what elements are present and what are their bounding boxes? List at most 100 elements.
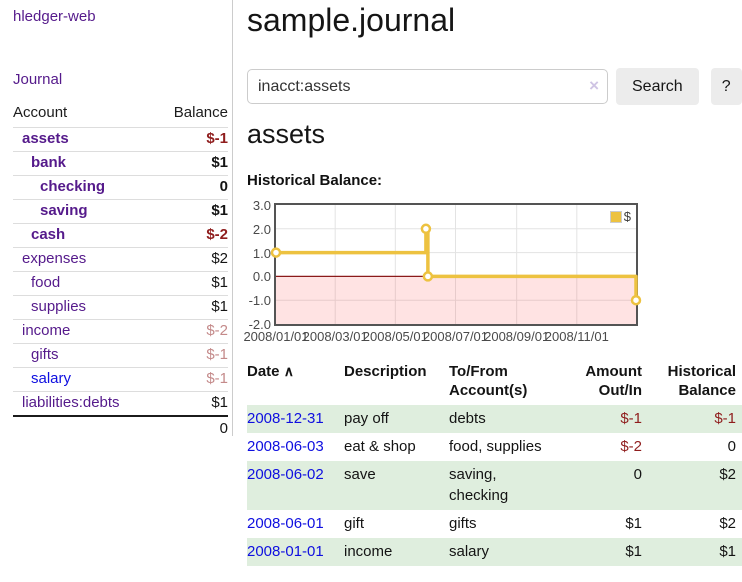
table-row[interactable]: 2008-06-02 save saving, checking 0 $2 [247, 461, 742, 510]
help-button[interactable]: ? [710, 68, 742, 105]
sort-ascending-icon: ∧ [283, 363, 294, 379]
column-header-amount: Amount Out/In [585, 363, 642, 399]
date-header-label: Date [247, 363, 280, 380]
search-input[interactable] [247, 69, 608, 104]
account-balance: $-2 [206, 226, 228, 243]
y-axis-tick-label: 3.0 [252, 198, 271, 213]
account-row-expenses: expenses $2 [13, 247, 228, 271]
table-row[interactable]: 2008-01-01 income salary $1 $1 [247, 538, 742, 566]
account-balance: $-1 [206, 370, 228, 387]
chart-y-labels: 3.0 2.0 1.0 0.0 -1.0 -2.0 [244, 198, 271, 332]
x-axis-tick-label: 2008/01/01 [243, 329, 309, 344]
transaction-balance: $-1 [714, 410, 736, 427]
transaction-date-link[interactable]: 2008-01-01 [247, 543, 324, 560]
y-axis-tick-label: 1.0 [252, 245, 271, 261]
x-axis-tick-label: 2008/11/01 [544, 329, 609, 344]
account-balance: $2 [211, 250, 228, 267]
account-link[interactable]: food [31, 274, 61, 291]
search-button[interactable]: Search [616, 68, 699, 105]
account-link[interactable]: expenses [22, 250, 87, 267]
transaction-accounts: debts [449, 410, 486, 427]
account-link[interactable]: gifts [31, 346, 59, 363]
column-header-description: Description [344, 363, 427, 380]
account-link[interactable]: income [22, 322, 71, 339]
transaction-description: save [344, 466, 376, 483]
transaction-amount: $1 [625, 543, 642, 560]
accounts-table-header: Account Balance [13, 101, 228, 127]
account-row-salary: salary $-1 [13, 367, 228, 391]
historical-balance-chart: 3.0 2.0 1.0 0.0 -1.0 -2.0 $ 2008/01/01 2008/03… [243, 198, 742, 346]
x-axis-tick-label: 2008/03/01 [302, 329, 368, 344]
transaction-accounts: gifts [449, 515, 477, 532]
chart-title: Historical Balance: [247, 172, 383, 189]
transaction-amount: $-1 [620, 410, 642, 427]
clear-search-icon[interactable]: × [589, 76, 599, 95]
transaction-description: income [344, 543, 393, 560]
transaction-date-link[interactable]: 2008-12-31 [247, 410, 324, 427]
transaction-amount: 0 [633, 466, 642, 483]
account-column-header: Account [13, 104, 68, 121]
register-table: Date ∧ Description To/From Account(s) Am… [247, 360, 742, 566]
transaction-balance: 0 [727, 438, 736, 455]
y-axis-tick-label: 2.0 [252, 221, 271, 237]
account-link[interactable]: supplies [31, 298, 87, 315]
transaction-description: pay off [344, 410, 389, 427]
transaction-date-link[interactable]: 2008-06-02 [247, 466, 324, 483]
account-link[interactable]: liabilities:debts [22, 394, 120, 411]
account-link[interactable]: cash [31, 226, 66, 243]
x-axis-tick-label: 2008/09/01 [484, 329, 550, 344]
transaction-date-link[interactable]: 2008-06-03 [247, 438, 324, 455]
account-row-supplies: supplies $1 [13, 295, 228, 319]
legend-label: $ [623, 209, 631, 224]
account-link[interactable]: checking [40, 178, 106, 195]
table-row[interactable]: 2008-12-31 pay off debts $-1 $-1 [247, 405, 742, 433]
account-balance: $-1 [206, 346, 228, 363]
app-title-link[interactable]: hledger-web [13, 8, 96, 25]
account-balance: $1 [211, 274, 228, 291]
sidebar-item-journal[interactable]: Journal [13, 71, 63, 88]
account-balance: $1 [211, 394, 228, 411]
main-content: sample.journal × Search ? assets Histori… [243, 0, 742, 582]
account-balance: 0 [219, 178, 228, 195]
transaction-date-link[interactable]: 2008-06-01 [247, 515, 324, 532]
account-row-income: income $-2 [13, 319, 228, 343]
account-link[interactable]: assets [22, 130, 69, 147]
account-balance: $1 [211, 154, 228, 171]
account-balance: $1 [211, 202, 228, 219]
account-row-cash: cash $-2 [13, 223, 228, 247]
search-form: × Search ? [247, 68, 742, 105]
account-link[interactable]: bank [31, 154, 67, 171]
balance-column-header: Balance [173, 104, 228, 121]
search-input-wrapper: × [247, 69, 608, 104]
transaction-accounts: saving, checking [449, 466, 509, 504]
chart-plot-area[interactable]: $ [270, 203, 642, 326]
account-row-bank: bank $1 [13, 151, 228, 175]
transaction-amount: $-2 [620, 438, 642, 455]
accounts-total: 0 [13, 415, 228, 440]
account-link[interactable]: salary [31, 370, 72, 387]
table-row[interactable]: 2008-06-03 eat & shop food, supplies $-2… [247, 433, 742, 461]
chart-legend: $ [608, 208, 632, 225]
y-axis-tick-label: -1.0 [248, 293, 271, 309]
account-row-saving: saving $1 [13, 199, 228, 223]
account-link[interactable]: saving [40, 202, 88, 219]
column-header-accounts: To/From Account(s) [449, 363, 528, 399]
sidebar: hledger-web Journal Account Balance asse… [0, 0, 233, 437]
transaction-amount: $1 [625, 515, 642, 532]
column-header-date[interactable]: Date ∧ [247, 360, 344, 405]
account-row-food: food $1 [13, 271, 228, 295]
register-header-row: Date ∧ Description To/From Account(s) Am… [247, 360, 742, 405]
y-axis-tick-label: -2.0 [248, 317, 271, 332]
account-heading: assets [247, 119, 326, 149]
sidebar-accounts-table: Account Balance assets $-1 bank $1 check… [13, 101, 228, 440]
transaction-accounts: salary [449, 543, 490, 560]
account-row-checking: checking 0 [13, 175, 228, 199]
transaction-accounts: food, supplies [449, 438, 542, 455]
account-balance: $1 [211, 298, 228, 315]
chart-x-labels: 2008/01/01 2008/03/01 2008/05/01 2008/07/01… [243, 329, 742, 345]
account-row-liabilities-debts: liabilities:debts $1 [13, 391, 228, 415]
transaction-balance: $2 [719, 466, 736, 483]
x-axis-tick-label: 2008/05/01 [362, 329, 428, 344]
table-row[interactable]: 2008-06-01 gift gifts $1 $2 [247, 510, 742, 538]
